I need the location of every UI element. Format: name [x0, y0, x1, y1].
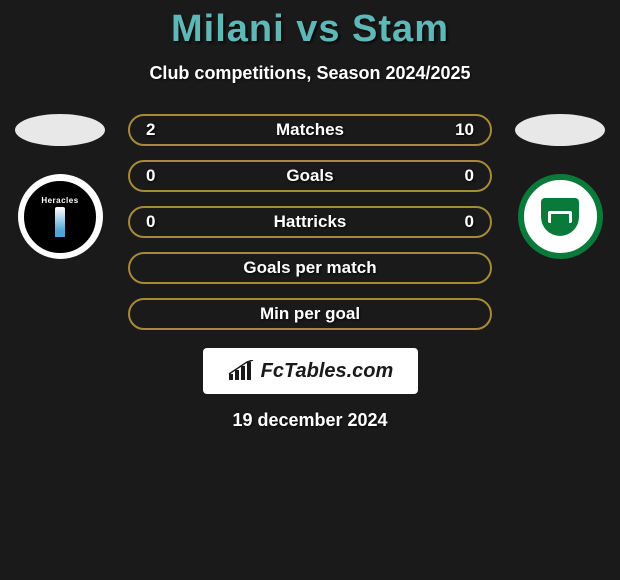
- date-text: 19 december 2024: [232, 410, 387, 431]
- stats-column: 2 Matches 10 0 Goals 0 0 Hattricks 0 Goa…: [110, 114, 510, 330]
- comparison-card: Milani vs Stam Club competitions, Season…: [0, 0, 620, 431]
- bar-chart-icon: [227, 360, 255, 382]
- left-player-column: Heracles: [10, 114, 110, 259]
- stat-left-value: 0: [146, 166, 176, 186]
- right-player-avatar: [515, 114, 605, 146]
- page-title: Milani vs Stam: [0, 8, 620, 51]
- stat-right-value: 0: [444, 166, 474, 186]
- stat-right-value: 10: [444, 120, 474, 140]
- stat-left-value: 0: [146, 212, 176, 232]
- crest-bar-icon: [548, 211, 572, 223]
- stat-label: Hattricks: [176, 212, 444, 232]
- footer: FcTables.com 19 december 2024: [0, 348, 620, 431]
- logo-text: FcTables.com: [261, 360, 394, 383]
- right-player-column: [510, 114, 610, 259]
- stat-row-goals: 0 Goals 0: [128, 160, 492, 192]
- crest-text: Heracles: [41, 196, 78, 205]
- stat-row-hattricks: 0 Hattricks 0: [128, 206, 492, 238]
- stat-label: Min per goal: [176, 304, 444, 324]
- left-player-avatar: [15, 114, 105, 146]
- heracles-crest-icon: Heracles: [21, 178, 99, 256]
- right-club-crest: [518, 174, 603, 259]
- stat-row-min-per-goal: Min per goal: [128, 298, 492, 330]
- left-club-crest: Heracles: [18, 174, 103, 259]
- groningen-crest-icon: [541, 198, 579, 236]
- subtitle: Club competitions, Season 2024/2025: [0, 63, 620, 84]
- stat-row-matches: 2 Matches 10: [128, 114, 492, 146]
- main-row: Heracles 2 Matches 10 0 Goals 0 0 Hattri…: [0, 114, 620, 330]
- stat-label: Goals per match: [176, 258, 444, 278]
- stat-label: Goals: [176, 166, 444, 186]
- stat-label: Matches: [176, 120, 444, 140]
- fctables-logo: FcTables.com: [203, 348, 418, 394]
- crest-column-icon: [55, 207, 65, 237]
- stat-row-goals-per-match: Goals per match: [128, 252, 492, 284]
- stat-left-value: 2: [146, 120, 176, 140]
- stat-right-value: 0: [444, 212, 474, 232]
